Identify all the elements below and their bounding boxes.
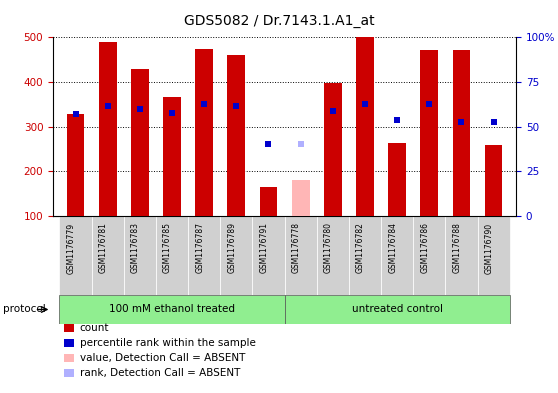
Text: GSM1176779: GSM1176779 [66,222,75,274]
Point [167,110,176,116]
Text: GSM1176784: GSM1176784 [388,222,397,274]
Text: value, Detection Call = ABSENT: value, Detection Call = ABSENT [80,353,245,363]
Bar [228,55,245,216]
Text: percentile rank within the sample: percentile rank within the sample [80,338,256,348]
Text: GSM1176789: GSM1176789 [227,222,237,274]
Point [200,101,209,108]
Text: GDS5082 / Dr.7143.1.A1_at: GDS5082 / Dr.7143.1.A1_at [184,14,374,28]
Bar [445,216,478,295]
Bar [163,97,181,216]
Bar [485,145,503,216]
Bar [421,50,438,216]
Bar [259,187,277,216]
Text: GSM1176778: GSM1176778 [292,222,301,274]
Text: GSM1176785: GSM1176785 [163,222,172,274]
Text: GSM1176788: GSM1176788 [453,222,461,273]
Bar [292,180,310,216]
Point [232,103,241,109]
Bar [131,69,148,216]
Point [425,101,434,108]
Text: GSM1176787: GSM1176787 [195,222,204,274]
Bar [285,216,317,295]
Text: GSM1176790: GSM1176790 [485,222,494,274]
Bar [60,295,285,324]
Text: GSM1176781: GSM1176781 [99,222,108,273]
Point [71,111,80,118]
Bar [124,216,156,295]
Text: 100 mM ethanol treated: 100 mM ethanol treated [109,305,235,314]
Bar [478,216,509,295]
Text: GSM1176783: GSM1176783 [131,222,140,274]
Bar [195,50,213,216]
Bar [66,114,84,216]
Point [489,119,498,125]
Text: GSM1176782: GSM1176782 [356,222,365,273]
Text: rank, Detection Call = ABSENT: rank, Detection Call = ABSENT [80,368,240,378]
Bar [188,216,220,295]
Point [296,141,305,147]
Bar [156,216,188,295]
Text: untreated control: untreated control [352,305,442,314]
Text: GSM1176780: GSM1176780 [324,222,333,274]
Bar [92,216,124,295]
Bar [324,83,341,216]
Bar [381,216,413,295]
Point [136,106,145,112]
Point [360,101,369,108]
Point [264,141,273,147]
Bar [99,42,117,216]
Bar [220,216,252,295]
Bar [453,50,470,216]
Bar [388,143,406,216]
Bar [285,295,509,324]
Point [457,119,466,125]
Bar [252,216,285,295]
Bar [317,216,349,295]
Point [103,103,112,109]
Bar [413,216,445,295]
Point [328,108,337,114]
Text: protocol: protocol [3,305,46,314]
Bar [356,37,374,216]
Bar [349,216,381,295]
Text: GSM1176791: GSM1176791 [259,222,268,274]
Text: count: count [80,323,109,333]
Point [393,117,402,123]
Text: GSM1176786: GSM1176786 [420,222,429,274]
Bar [60,216,92,295]
